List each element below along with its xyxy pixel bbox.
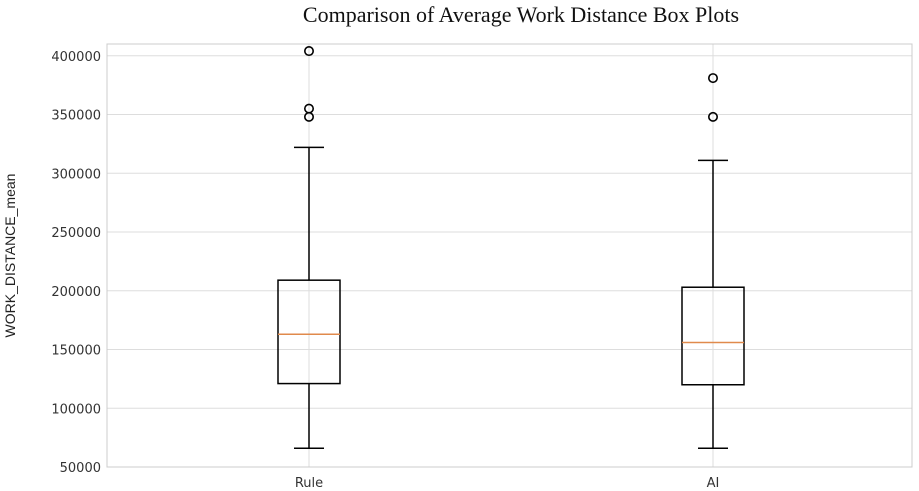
outlier-point <box>707 111 718 122</box>
x-tick-label: Rule <box>295 476 323 491</box>
plot-frame <box>106 43 913 468</box>
outlier-point <box>707 73 718 84</box>
y-tick-label: 300000 <box>51 167 101 182</box>
y-axis-ticks: 50000 100000 150000 200000 250000 300000 35000… <box>51 50 101 476</box>
x-axis-ticks: Rule AI <box>295 476 720 491</box>
boxes <box>277 46 745 449</box>
y-tick-label: 100000 <box>51 402 101 417</box>
box-rule <box>277 46 341 449</box>
box-ai <box>681 73 745 449</box>
grid-lines <box>107 44 912 468</box>
y-tick-label: 250000 <box>51 226 101 241</box>
y-tick-label: 400000 <box>51 50 101 65</box>
outlier-point <box>303 103 314 114</box>
y-tick-label: 350000 <box>51 109 101 124</box>
x-tick-label: AI <box>707 476 720 491</box>
y-tick-label: 150000 <box>51 344 101 359</box>
y-tick-label: 200000 <box>51 285 101 300</box>
iqr-box <box>681 286 745 386</box>
y-axis-label: WORK_DISTANCE_mean <box>2 174 18 338</box>
y-tick-label: 50000 <box>60 461 101 476</box>
iqr-box <box>277 279 341 385</box>
outlier-point <box>303 46 314 57</box>
chart-title: Comparison of Average Work Distance Box … <box>303 2 739 27</box>
